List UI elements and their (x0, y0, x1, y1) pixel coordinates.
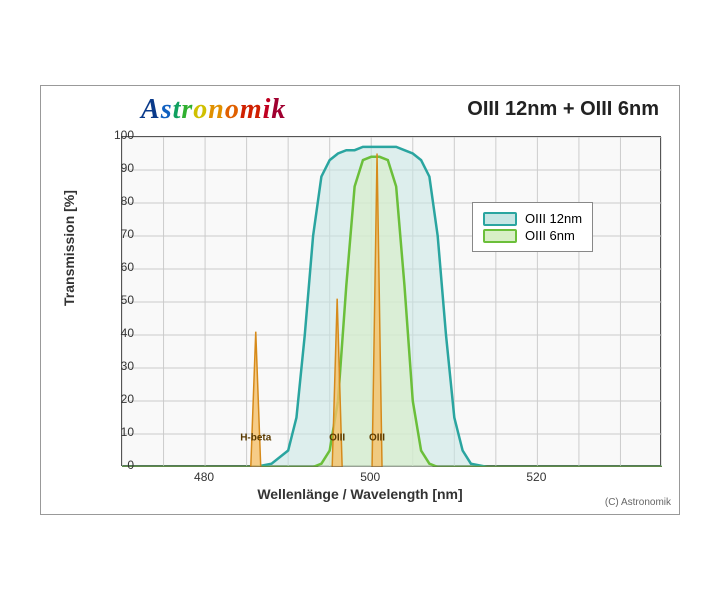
legend-swatch (483, 229, 517, 243)
emission-label-oiii: OIII (329, 433, 345, 444)
ytick-100: 100 (104, 128, 134, 142)
legend-item-oiii-6nm: OIII 6nm (483, 228, 582, 243)
chart-frame: Astronomik OIII 12nm + OIII 6nm H-beta OI… (40, 85, 680, 515)
brand-logo: Astronomik (141, 94, 286, 126)
legend-item-oiii-12nm: OIII 12nm (483, 211, 582, 226)
ytick-10: 10 (104, 425, 134, 439)
ytick-40: 40 (104, 326, 134, 340)
copyright-text: (C) Astronomik (605, 497, 671, 508)
xtick-520: 520 (516, 470, 556, 484)
ytick-70: 70 (104, 227, 134, 241)
ytick-50: 50 (104, 293, 134, 307)
x-axis-label: Wellenlänge / Wavelength [nm] (41, 486, 679, 502)
xtick-500: 500 (350, 470, 390, 484)
legend: OIII 12nm OIII 6nm (472, 202, 593, 252)
ytick-20: 20 (104, 392, 134, 406)
legend-label: OIII 6nm (525, 228, 575, 243)
legend-swatch (483, 212, 517, 226)
ytick-90: 90 (104, 161, 134, 175)
emission-label-h-beta: H-beta (240, 433, 272, 444)
y-axis-label: Transmission [%] (61, 190, 77, 306)
plot-area: H-beta OIII OIII (121, 136, 661, 466)
ytick-0: 0 (104, 458, 134, 472)
chart-title: OIII 12nm + OIII 6nm (467, 98, 659, 121)
emission-h-beta (251, 332, 261, 467)
emission-label-oiii: OIII (369, 433, 385, 444)
legend-label: OIII 12nm (525, 211, 582, 226)
ytick-80: 80 (104, 194, 134, 208)
xtick-480: 480 (184, 470, 224, 484)
ytick-30: 30 (104, 359, 134, 373)
ytick-60: 60 (104, 260, 134, 274)
plot-svg: H-beta OIII OIII (122, 137, 662, 467)
